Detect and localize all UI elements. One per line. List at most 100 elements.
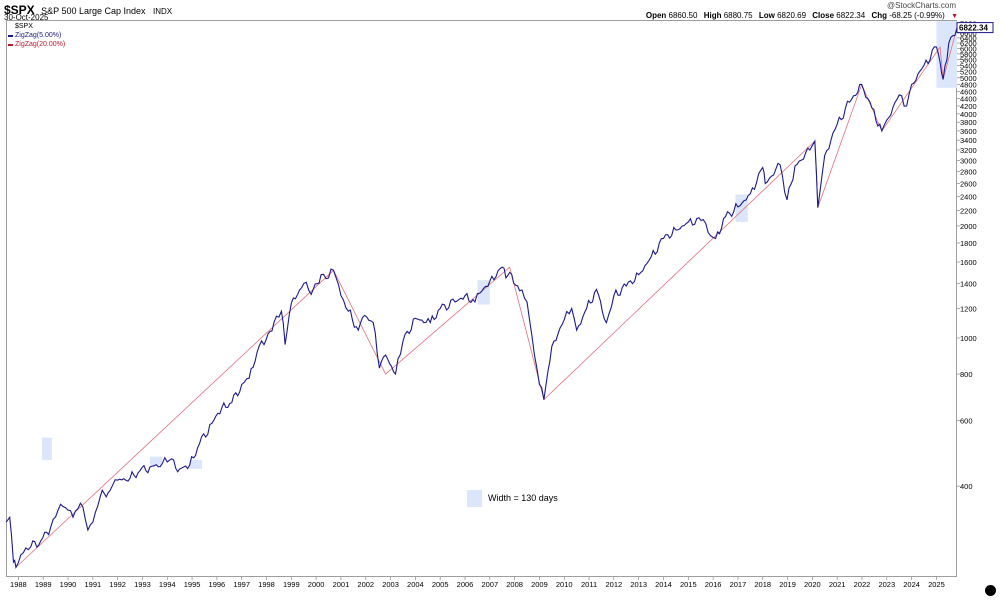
- chart-legend[interactable]: $SPX ZigZag(5.00%) ZigZag(20.00%): [8, 22, 65, 49]
- x-tick-label-2009: 2009: [531, 580, 548, 589]
- x-tick-label-2012: 2012: [606, 580, 623, 589]
- x-tick-label-2024: 2024: [903, 580, 920, 589]
- x-tick-label-2019: 2019: [779, 580, 796, 589]
- down-triangle-icon: ▼: [951, 13, 958, 20]
- x-tick-label-2023: 2023: [878, 580, 895, 589]
- legend-swatch-zigzag5: [8, 34, 13, 37]
- x-tick-label-1989: 1989: [35, 580, 52, 589]
- x-tick-label-2003: 2003: [382, 580, 399, 589]
- y-tick-label-6000: 6000: [960, 44, 977, 53]
- x-tick-label-1996: 1996: [209, 580, 226, 589]
- ticker-symbol: $SPX: [4, 3, 35, 17]
- x-tick-label-1991: 1991: [84, 580, 101, 589]
- x-tick-label-1994: 1994: [159, 580, 176, 589]
- y-tick-label-4400: 4400: [960, 94, 977, 103]
- highlight-band-2: [189, 460, 203, 469]
- x-tick-label-2022: 2022: [854, 580, 871, 589]
- chart-header: $SPX S&P 500 Large Cap Index INDX: [4, 1, 172, 19]
- high-label: High: [703, 11, 722, 20]
- x-tick-label-1992: 1992: [109, 580, 126, 589]
- y-tick-label-5400: 5400: [960, 61, 977, 70]
- x-tick-label-2018: 2018: [754, 580, 771, 589]
- open-label: Open: [645, 11, 667, 20]
- x-tick-label-1997: 1997: [233, 580, 250, 589]
- x-tick-label-2021: 2021: [829, 580, 846, 589]
- y-tick-label-4000: 4000: [960, 110, 977, 119]
- y-tick-label-4800: 4800: [960, 80, 977, 89]
- index-type: INDX: [153, 7, 173, 16]
- x-tick-label-1988: 1988: [10, 580, 27, 589]
- legend-label-spx: $SPX: [15, 23, 33, 30]
- close-label: Close: [812, 11, 835, 20]
- legend-label-zigzag20: ZigZag(20.00%): [15, 41, 66, 48]
- open-value: 6860.50: [668, 11, 698, 20]
- y-tick-label-1800: 1800: [960, 239, 977, 248]
- y-tick-label-5600: 5600: [960, 56, 977, 65]
- y-tick-label-800: 800: [960, 370, 973, 379]
- legend-item-zigzag5[interactable]: ZigZag(5.00%): [8, 31, 65, 40]
- x-tick-label-2001: 2001: [333, 580, 350, 589]
- close-value: 6822.34: [836, 11, 866, 20]
- chg-label: Chg: [871, 11, 887, 20]
- series-line-spx: [5, 27, 958, 570]
- y-tick-label-3200: 3200: [960, 146, 977, 155]
- x-tick-label-2015: 2015: [680, 580, 697, 589]
- y-tick-label-2400: 2400: [960, 192, 977, 201]
- x-tick-label-1993: 1993: [134, 580, 151, 589]
- y-tick-label-2800: 2800: [960, 168, 977, 177]
- y-tick-label-1600: 1600: [960, 258, 977, 267]
- x-tick-label-1998: 1998: [258, 580, 275, 589]
- highlight-band-4: [735, 194, 748, 222]
- y-tick-label-1200: 1200: [960, 305, 977, 314]
- last-price-label: 6822.34: [959, 24, 988, 33]
- x-tick-label-2013: 2013: [630, 580, 647, 589]
- y-tick-label-2600: 2600: [960, 180, 977, 189]
- last-price-tag: [956, 22, 994, 34]
- y-tick-label-600: 600: [960, 417, 973, 426]
- y-tick-label-5000: 5000: [960, 74, 977, 83]
- y-tick-label-400: 400: [960, 482, 973, 491]
- highlight-band-3: [477, 280, 490, 305]
- high-value: 6880.75: [723, 11, 753, 20]
- x-tick-label-2005: 2005: [432, 580, 449, 589]
- y-tick-label-3000: 3000: [960, 156, 977, 165]
- y-tick-label-6600: 6600: [960, 29, 977, 38]
- ohlc-readout: Open 6860.50 High 6880.75 Low 6820.69 Cl…: [646, 11, 958, 20]
- legend-item-spx[interactable]: $SPX: [8, 22, 65, 31]
- x-tick-label-2006: 2006: [457, 580, 474, 589]
- chart-frame: [6, 20, 957, 577]
- width-annotation-label: Width = 130 days: [488, 493, 558, 503]
- highlight-band-5: [936, 21, 957, 88]
- y-tick-label-6400: 6400: [960, 34, 977, 43]
- index-name: S&P 500 Large Cap Index: [41, 6, 146, 16]
- x-tick-label-2000: 2000: [308, 580, 325, 589]
- y-tick-label-2200: 2200: [960, 207, 977, 216]
- legend-swatch-zigzag20: [8, 43, 13, 46]
- chart-menu-dot[interactable]: [985, 585, 996, 596]
- legend-label-zigzag5: ZigZag(5.00%): [15, 32, 62, 39]
- y-tick-label-3400: 3400: [960, 136, 977, 145]
- x-tick-label-2010: 2010: [556, 580, 573, 589]
- x-tick-label-2020: 2020: [804, 580, 821, 589]
- x-tick-label-2014: 2014: [655, 580, 672, 589]
- y-tick-label-5200: 5200: [960, 67, 977, 76]
- legend-item-zigzag20[interactable]: ZigZag(20.00%): [8, 40, 65, 49]
- y-tick-label-2000: 2000: [960, 222, 977, 231]
- x-tick-label-2011: 2011: [581, 580, 597, 589]
- y-tick-label-6200: 6200: [960, 39, 977, 48]
- low-label: Low: [758, 11, 775, 20]
- x-tick-label-1990: 1990: [60, 580, 77, 589]
- x-tick-label-2025: 2025: [928, 580, 945, 589]
- x-tick-label-2007: 2007: [481, 580, 498, 589]
- y-tick-label-1400: 1400: [960, 280, 977, 289]
- x-tick-label-2004: 2004: [407, 580, 424, 589]
- x-tick-label-1995: 1995: [184, 580, 201, 589]
- highlight-band-0: [41, 437, 52, 461]
- x-tick-label-2008: 2008: [506, 580, 523, 589]
- y-tick-label-5800: 5800: [960, 50, 977, 59]
- brand-logo: @StockCharts.com: [886, 1, 956, 10]
- chart-date: 30-Oct-2025: [4, 13, 49, 22]
- y-tick-label-1000: 1000: [960, 334, 977, 343]
- x-tick-label-2016: 2016: [705, 580, 722, 589]
